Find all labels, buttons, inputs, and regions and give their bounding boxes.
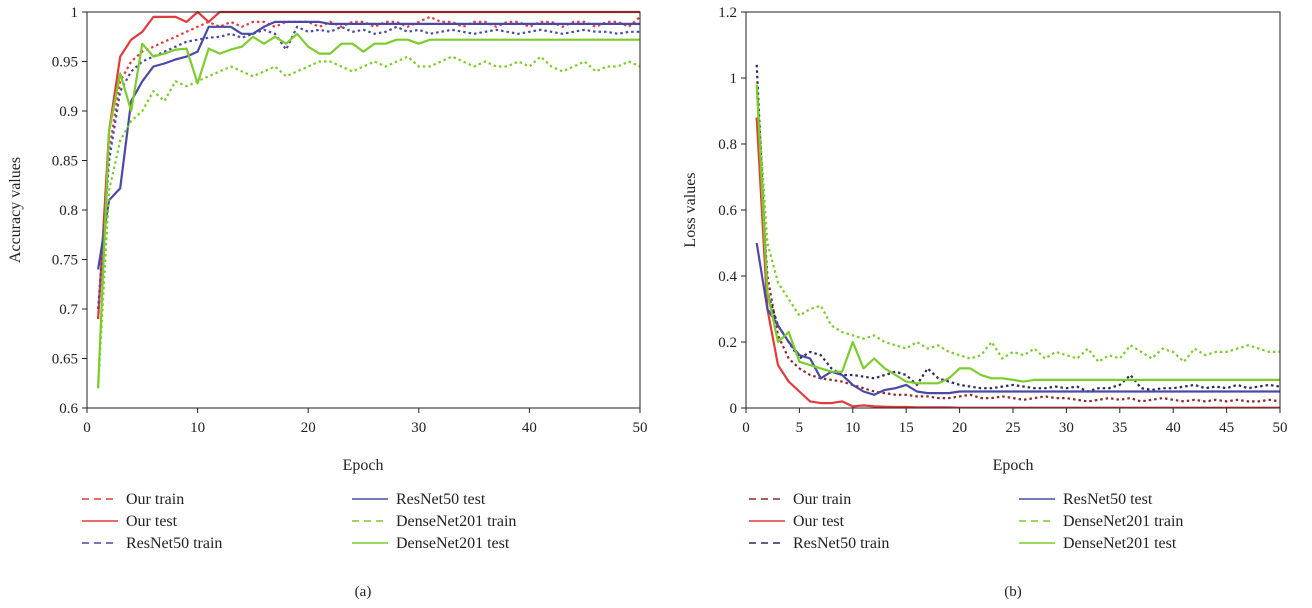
plot-frame — [86, 11, 641, 409]
y-tick-label: 1 — [730, 71, 738, 87]
x-tick-label: 0 — [742, 420, 750, 436]
legend: Our train Our test ResNet50 train ResNet50 … — [82, 491, 516, 552]
x-axis-label: Epoch — [343, 457, 384, 474]
loss-chart-panel: 0 0.2 0.4 0.6 0.8 1 1.2 0 5 10 15 20 25 30 35 40 45 50 Epo… — [682, 5, 1288, 600]
x-tick-label: 45 — [1219, 420, 1234, 436]
series-group — [97, 10, 640, 389]
panel-label: (a) — [355, 584, 372, 600]
y-tick-label: 0.8 — [718, 137, 737, 153]
series-line-resnet50-train — [755, 64, 1280, 393]
y-tick-label: 0.95 — [52, 55, 78, 71]
legend: Our train Our test ResNet50 train ResNet50 … — [749, 491, 1183, 552]
y-tick-label: 0.6 — [718, 203, 737, 219]
legend-label: Our test — [126, 513, 178, 530]
y-tick-label: 0.75 — [52, 253, 78, 269]
y-tick-label: 0.6 — [59, 401, 78, 417]
series-line-resnet50-train — [97, 25, 640, 310]
x-tick-label: 15 — [899, 420, 914, 436]
series-group — [755, 64, 1280, 408]
y-axis-label: Loss values — [682, 172, 699, 247]
x-tick-label: 5 — [796, 420, 804, 436]
panel-label: (b) — [1004, 584, 1022, 600]
legend-label: ResNet50 train — [126, 535, 222, 552]
y-tick-label: 0.4 — [718, 269, 737, 285]
series-line-densenet201-test — [755, 84, 1280, 385]
x-tick-label: 30 — [411, 420, 426, 436]
legend-label: ResNet50 train — [793, 535, 889, 552]
legend-label: ResNet50 test — [396, 491, 486, 508]
series-line-resnet50-test — [755, 242, 1280, 396]
legend-label: DenseNet201 train — [1063, 513, 1183, 530]
x-axis-label: Epoch — [993, 457, 1034, 474]
y-tick-label: 1.2 — [718, 5, 737, 21]
series-line-resnet50-test — [97, 20, 640, 270]
legend-label: DenseNet201 test — [1063, 535, 1177, 552]
y-axis-label: Accuracy values — [7, 157, 24, 263]
y-tick-label: 0.7 — [59, 302, 78, 318]
series-line-densenet201-train — [97, 55, 640, 389]
series-line-our-train — [755, 117, 1280, 403]
legend-label: DenseNet201 train — [396, 513, 516, 530]
x-tick-label: 30 — [1059, 420, 1074, 436]
y-tick-label: 1 — [71, 5, 79, 21]
series-line-our-train — [97, 15, 640, 319]
x-tick-label: 25 — [1006, 420, 1021, 436]
legend-label: ResNet50 test — [1063, 491, 1153, 508]
y-tick-label: 0.2 — [718, 335, 737, 351]
x-tick-label: 10 — [845, 420, 860, 436]
x-tick-label: 40 — [1166, 420, 1181, 436]
y-tick-label: 0.65 — [52, 352, 78, 368]
x-tick-label: 40 — [522, 420, 537, 436]
series-line-densenet201-test — [97, 32, 640, 389]
y-tick-label: 0.8 — [59, 203, 78, 219]
x-tick-label: 50 — [1273, 420, 1288, 436]
legend-label: DenseNet201 test — [396, 535, 510, 552]
series-line-our-test — [755, 117, 1280, 408]
x-tick-label: 35 — [1112, 420, 1127, 436]
legend-label: Our train — [126, 491, 184, 508]
legend-label: Our test — [793, 513, 845, 530]
plot-frame — [745, 11, 1281, 409]
x-tick-label: 20 — [301, 420, 316, 436]
y-tick-label: 0.9 — [59, 104, 78, 120]
x-tick-label: 50 — [633, 420, 648, 436]
series-line-densenet201-train — [755, 84, 1280, 363]
legend-label: Our train — [793, 491, 851, 508]
x-tick-label: 0 — [83, 420, 91, 436]
y-tick-label: 0.85 — [52, 154, 78, 170]
x-tick-label: 10 — [190, 420, 205, 436]
y-tick-label: 0 — [730, 401, 738, 417]
x-tick-label: 20 — [952, 420, 967, 436]
